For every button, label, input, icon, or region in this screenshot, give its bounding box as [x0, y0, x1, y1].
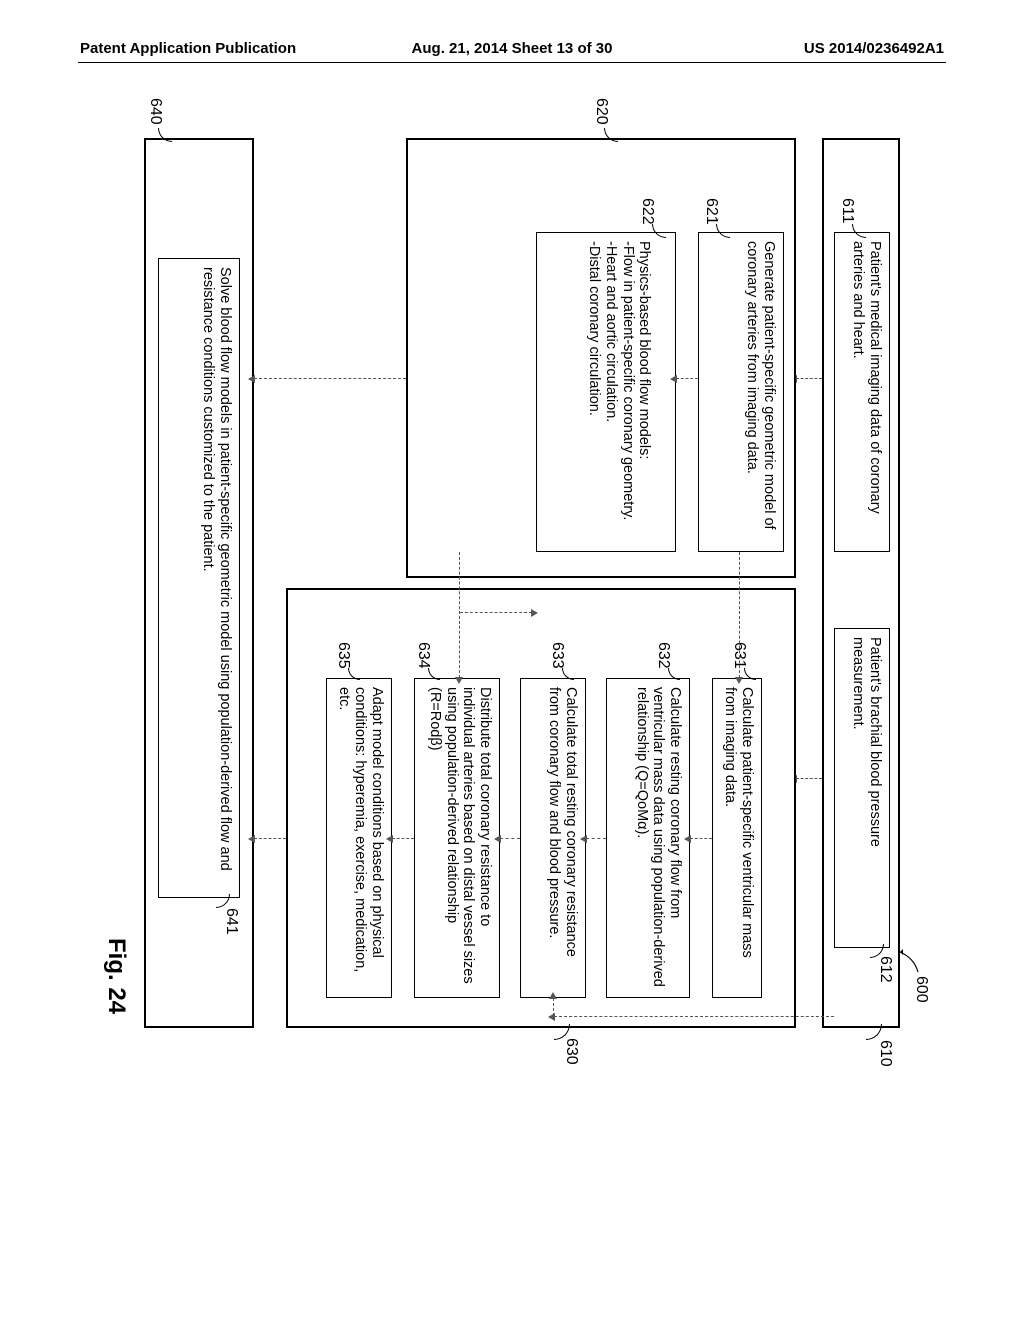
figure-label: Fig. 24 [102, 938, 130, 1014]
text-622: Physics-based blood flow models: -Flow i… [586, 241, 652, 520]
text-631: Calculate patient-specific ventricular m… [722, 687, 755, 958]
arrow-611-to-631 [739, 552, 740, 678]
header-right: US 2014/0236492A1 [656, 40, 944, 57]
arrow-612-to-633-h [553, 998, 554, 1016]
ref-632: 632 [654, 642, 672, 669]
text-633: Calculate total resting coronary resista… [546, 687, 579, 957]
arrow-634-up [460, 612, 532, 613]
box-632: Calculate resting coronary flow from ven… [606, 678, 690, 998]
arrow-622-to-634 [459, 552, 460, 678]
box-635: Adapt model conditions based on physical… [326, 678, 392, 998]
arrow-611-down [796, 378, 822, 379]
ref-611: 611 [838, 198, 856, 224]
ref-621: 621 [702, 198, 720, 225]
ref-641: 641 [222, 908, 240, 935]
arrow-633-634 [500, 838, 520, 839]
box-621: Generate patient-specific geometric mode… [698, 232, 784, 552]
ref-640: 640 [146, 98, 164, 125]
box-612: Patient's brachial blood pressure measur… [834, 628, 890, 948]
header-rule [78, 62, 946, 63]
ref-620: 620 [592, 98, 610, 125]
box-634: Distribute total coronary resistance to … [414, 678, 500, 998]
ref-610: 610 [876, 1040, 894, 1067]
page-header: Patent Application Publication Aug. 21, … [0, 40, 1024, 57]
ref-635: 635 [334, 642, 352, 669]
ref-634: 634 [414, 642, 432, 669]
ref-612: 612 [876, 956, 894, 983]
box-631: Calculate patient-specific ventricular m… [712, 678, 762, 998]
ref-600: 600 [912, 976, 930, 1003]
text-635: Adapt model conditions based on physical… [336, 687, 385, 972]
text-612: Patient's brachial blood pressure measur… [850, 637, 883, 847]
ref-630: 630 [562, 1038, 580, 1065]
header-center: Aug. 21, 2014 Sheet 13 of 30 [368, 40, 656, 57]
arrow-612-down [796, 778, 822, 779]
arrow-630-to-640 [254, 838, 286, 839]
ref-622: 622 [638, 198, 656, 225]
text-621: Generate patient-specific geometric mode… [744, 241, 777, 530]
text-634: Distribute total coronary resistance to … [427, 687, 493, 984]
refline-610 [866, 1024, 882, 1040]
arrow-621-622 [676, 378, 698, 379]
ref-633: 633 [548, 642, 566, 669]
text-611: Patient's medical imaging data of corona… [850, 241, 883, 514]
arrow-631-632 [690, 838, 712, 839]
text-632: Calculate resting coronary flow from ven… [634, 687, 683, 987]
header-left: Patent Application Publication [80, 40, 368, 57]
box-633: Calculate total resting coronary resista… [520, 678, 586, 998]
text-641: Solve blood flow models in patient-speci… [200, 267, 233, 871]
diagram-wrapper: 600 INPUTS: Patient's medical imaging da… [125, 200, 900, 975]
box-611: Patient's medical imaging data of corona… [834, 232, 890, 552]
box-641: Solve blood flow models in patient-speci… [158, 258, 240, 898]
arrow-612-to-633-v [554, 1016, 834, 1017]
arrow-634-635 [392, 838, 414, 839]
arrow-620-to-640 [254, 378, 406, 379]
arrow-632-633 [586, 838, 606, 839]
box-622: Physics-based blood flow models: -Flow i… [536, 232, 676, 552]
